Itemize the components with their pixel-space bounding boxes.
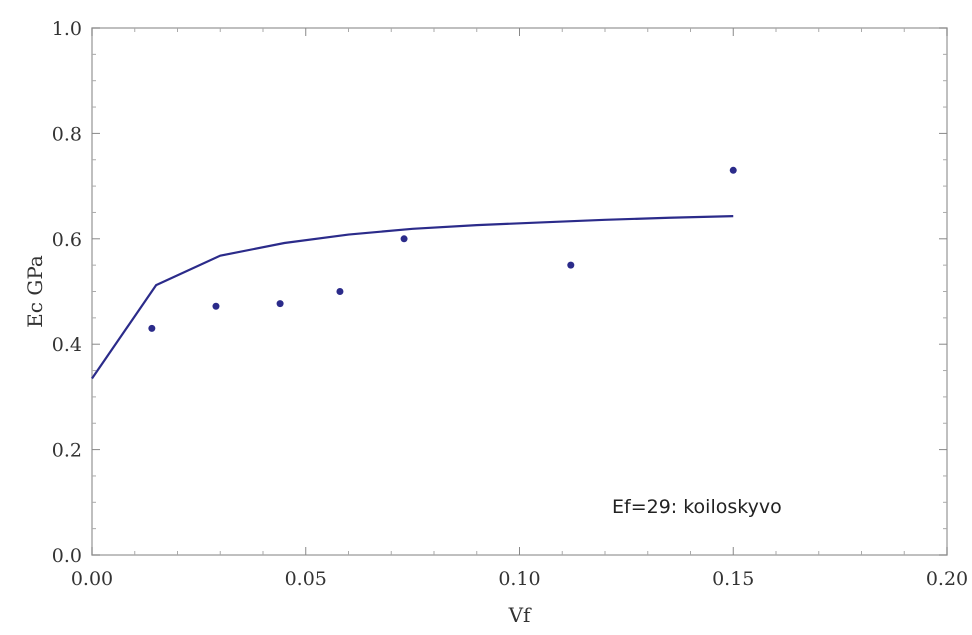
y-axis-title: Ec GPa <box>23 255 47 328</box>
chart-annotation: Ef=29: koiloskyvo <box>612 496 782 518</box>
y-tick-label: 0.0 <box>52 545 82 567</box>
data-point <box>212 302 220 310</box>
data-point <box>276 300 284 308</box>
data-point <box>400 235 408 243</box>
x-tick-label: 0.15 <box>712 568 754 590</box>
data-point <box>567 261 575 269</box>
y-tick-label: 0.4 <box>52 334 82 356</box>
y-tick-label: 0.6 <box>52 229 82 251</box>
x-tick-label: 0.20 <box>926 568 968 590</box>
x-axis-ticks: 0.00 0.05 0.10 0.15 0.20 <box>71 28 968 590</box>
model-curve <box>91 215 734 380</box>
x-tick-label: 0.00 <box>71 568 113 590</box>
y-axis-ticks: 0.0 0.2 0.4 0.6 0.8 1.0 <box>52 18 947 567</box>
y-tick-label: 0.8 <box>52 123 82 145</box>
data-point <box>729 166 737 174</box>
y-tick-label: 0.2 <box>52 440 82 462</box>
series-layer <box>91 166 737 380</box>
data-point <box>336 288 344 295</box>
y-tick-label: 1.0 <box>52 18 82 40</box>
x-tick-label: 0.10 <box>498 568 540 590</box>
plot-frame <box>91 27 948 556</box>
x-tick-label: 0.05 <box>285 568 327 590</box>
data-point <box>148 324 156 332</box>
x-axis-title: Vf <box>508 603 532 627</box>
